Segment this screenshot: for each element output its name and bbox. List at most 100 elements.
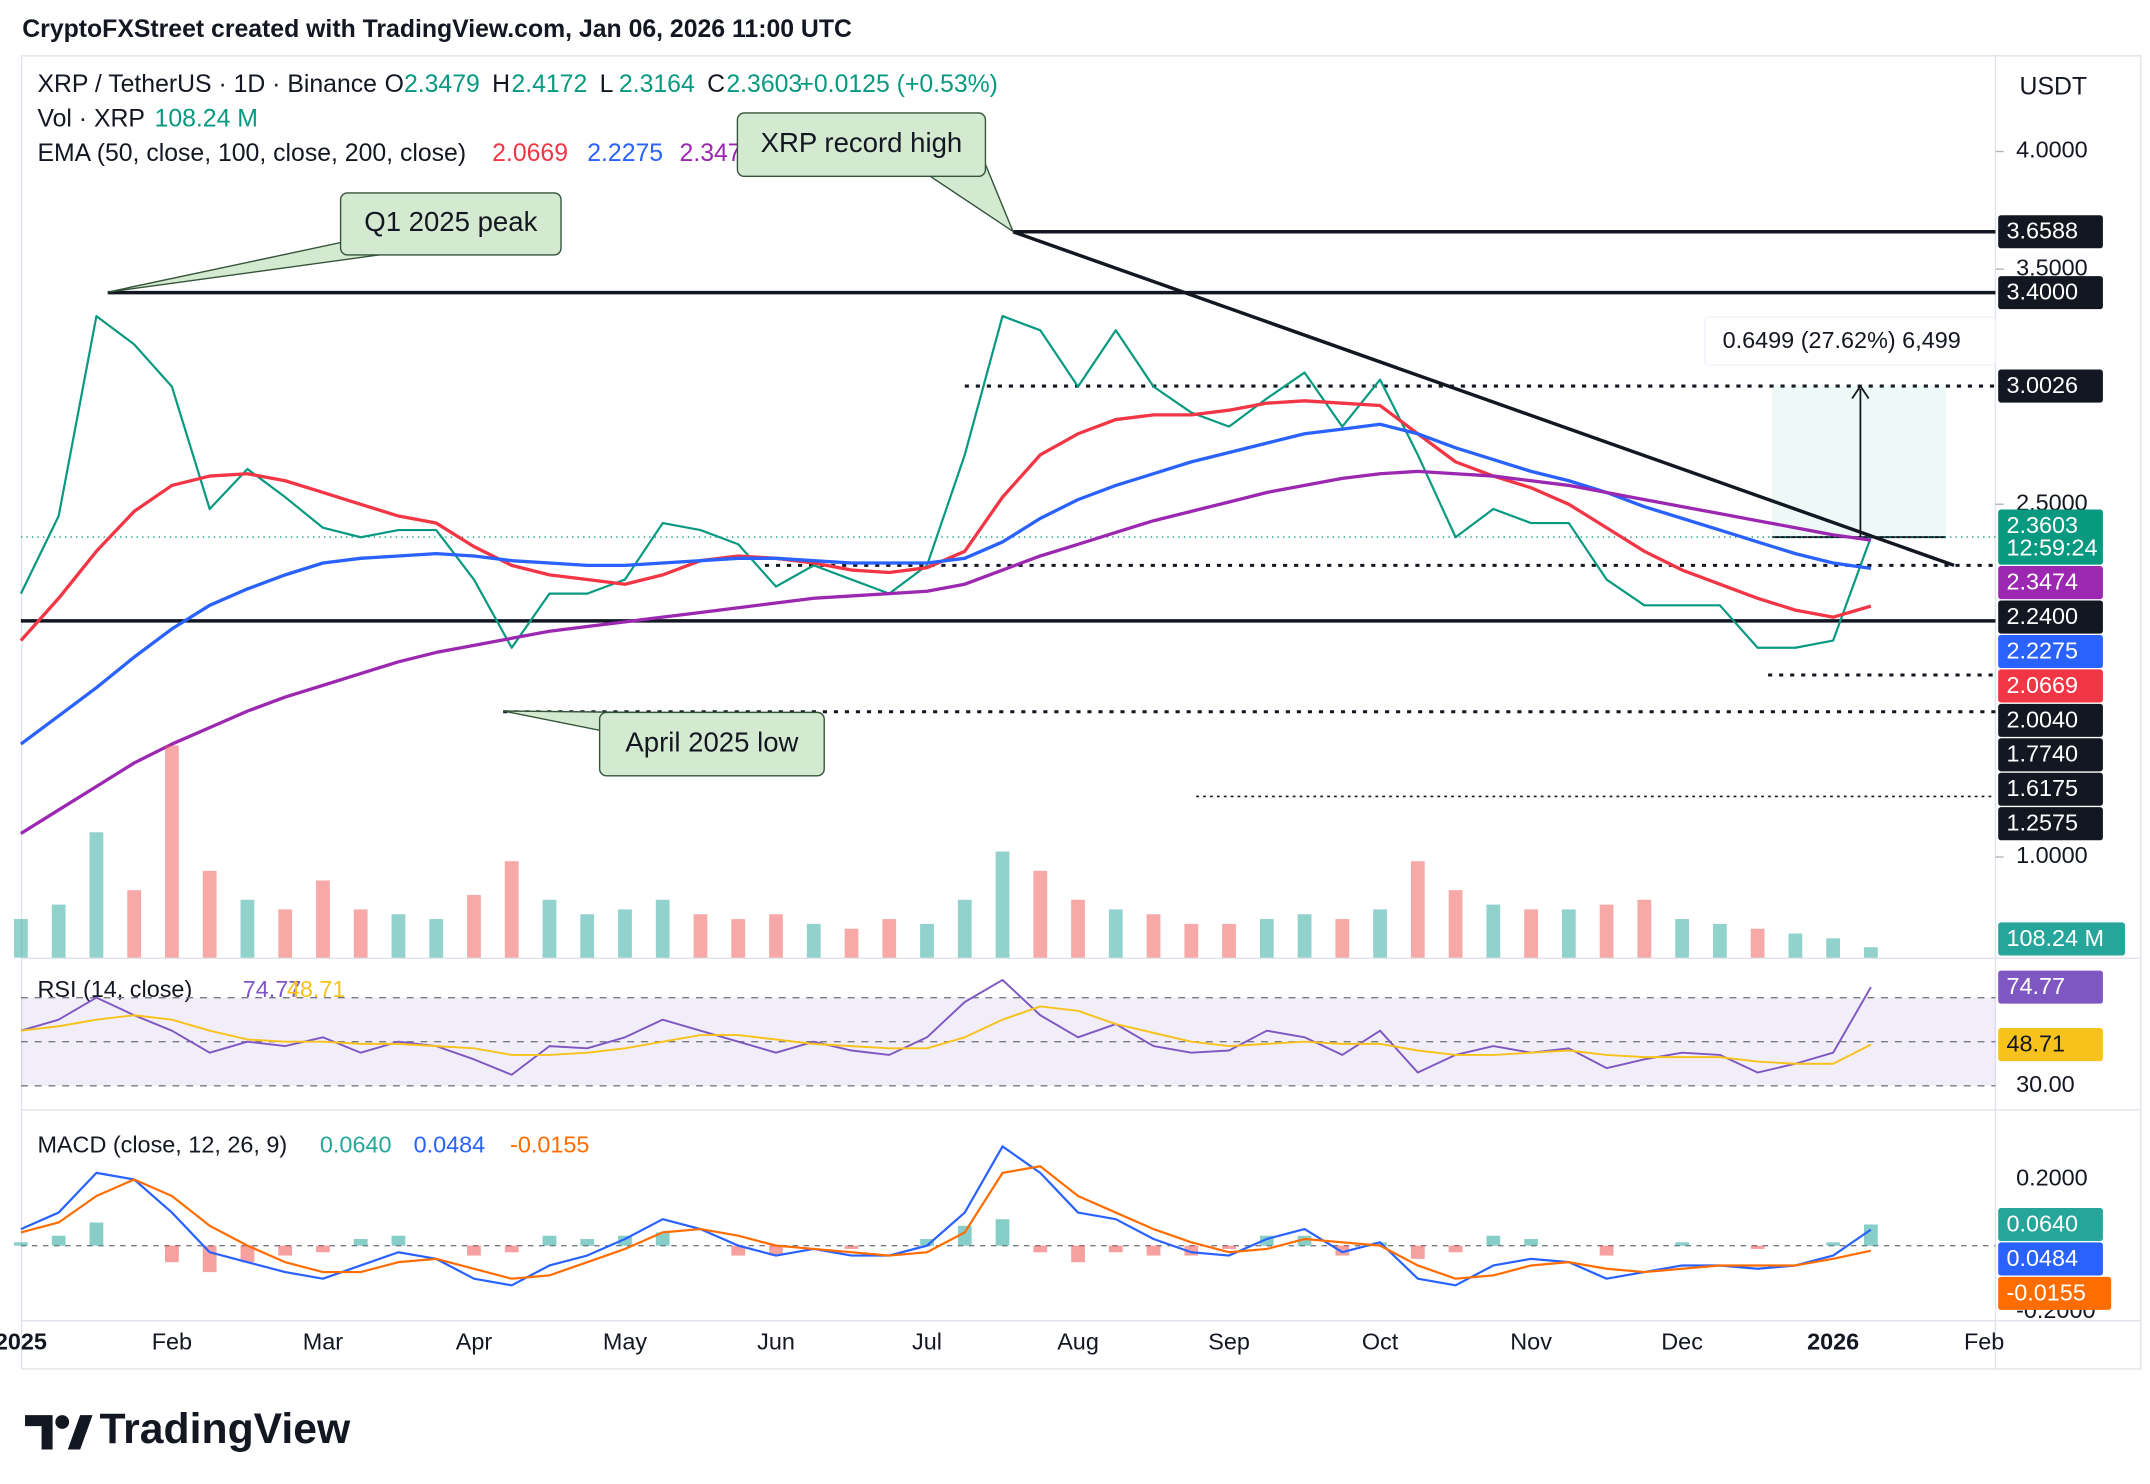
axis-badge [1998,600,2103,634]
ohlc-value: 2.3164 [619,71,695,98]
histogram-bar [353,1239,368,1246]
currency: USDT [2020,74,2088,101]
volume-bar [127,890,142,958]
volume-bar [1335,919,1350,958]
y-tick-label: 0.2000 [2016,1165,2088,1191]
histogram-bar [316,1245,330,1253]
volume-bar [806,923,821,958]
y-tick-label: 3.5000 [2016,254,2088,280]
axis-badge-label: -0.0155 [2006,1279,2085,1305]
ohlc-key: O [385,71,404,98]
axis-badge-label: 1.2575 [2006,810,2078,836]
axis-badge-label: 2.3603 [2006,512,2078,538]
volume-bar [655,899,670,958]
axis-badge-label: 108.24 M [2006,925,2104,951]
ohlc-key: C [707,71,725,98]
histogram-bar [1184,1245,1199,1256]
axis-badge-label: 2.0040 [2006,706,2078,732]
volume-bar [1788,933,1803,958]
axis-badge [1998,276,2103,310]
histogram-bar [580,1239,595,1246]
volume-bar [1599,904,1614,958]
histogram-bar [844,1245,859,1249]
axis-badge-label: 0.0640 [2006,1210,2078,1236]
volume-bar [240,899,255,958]
x-tick-label: Nov [1510,1329,1552,1355]
histogram-bar [202,1245,217,1273]
volume-bar [51,904,66,958]
y-tick-label: 4.0000 [2016,137,2088,163]
axis-badge-label: 74.77 [2006,973,2065,999]
volume-bar [1561,909,1576,958]
histogram-bar [1599,1245,1614,1256]
countdown: 12:59:24 [2006,535,2097,561]
volume-bar [957,899,972,958]
histogram-bar [1259,1235,1274,1246]
histogram-bar [1486,1235,1501,1246]
axis-badge-label: 3.0026 [2006,372,2078,398]
volume-bar [278,909,293,958]
y-tick-label: 1.0000 [2016,842,2088,868]
trendline [1012,230,1955,568]
histogram-bar [89,1222,104,1246]
histogram-bar [1146,1245,1161,1256]
histogram-bar [467,1245,481,1256]
histogram-bar [1335,1245,1350,1256]
x-tick-label: May [603,1329,648,1355]
volume-bar [580,914,595,958]
histogram-bar [278,1245,293,1256]
histogram-bar [995,1219,1010,1246]
axis-badge [1998,1207,2103,1242]
x-tick-label: Jun [757,1329,795,1355]
frame [20,55,2142,1370]
histogram-bar [504,1245,519,1253]
histogram-bar [731,1245,746,1256]
histogram-bar [920,1239,934,1246]
histogram-bar [391,1235,406,1246]
ema100-last: 2.2275 [587,140,663,167]
axis-badge [1998,772,2103,806]
axis-badge-label: 48.71 [2006,1030,2065,1056]
callout-label: April 2025 low [625,726,798,757]
x-tick-label: Oct [1362,1329,1399,1355]
macd-last: 0.0484 [414,1132,486,1158]
volume-bar [1410,861,1425,958]
x-tick-label: Feb [1964,1329,2004,1355]
volume-bar [165,745,179,958]
volume-bar [1071,899,1085,958]
symbol: XRP / TetherUS · 1D · Binance [37,71,377,98]
histogram-bar [240,1245,255,1263]
histogram-bar [655,1232,670,1246]
macd-line [20,1165,1872,1280]
brand-logo [25,1415,93,1450]
volume-bar [391,914,406,958]
macd-signal-last: -0.0155 [510,1132,589,1158]
axis-badge [1998,703,2103,737]
callout-label: XRP record high [761,127,963,158]
y-tick-label: 30.00 [2016,1071,2075,1097]
axis-badge [1998,634,2103,669]
measure-label: 0.6499 (27.62%) 6,499 [1723,327,1961,353]
axis-badge-label: 2.2400 [2006,603,2078,629]
volume-bar [1108,909,1123,958]
callout-box [339,192,562,256]
histogram-bar [1071,1245,1085,1263]
axis-badge-label: 1.6175 [2006,775,2078,801]
histogram-bar [1108,1245,1123,1253]
axis-badge [1998,1276,2112,1310]
volume-bar [14,919,28,958]
change: +0.0125 (+0.53%) [799,71,998,98]
volume-bar [1524,909,1538,958]
volume-bar [1637,899,1652,958]
axis-badge [1998,1028,2103,1062]
volume-bar [1259,919,1274,958]
volume-bar [1222,923,1236,958]
axis-badge-label: 3.6588 [2006,218,2078,244]
x-tick-label: Sep [1208,1329,1250,1355]
axis-badge-label: 2.3474 [2006,568,2078,594]
x-tick-label: Feb [152,1329,192,1355]
histogram-bar [1222,1245,1236,1249]
histogram-bar [165,1245,179,1263]
histogram-bar [1524,1239,1538,1246]
